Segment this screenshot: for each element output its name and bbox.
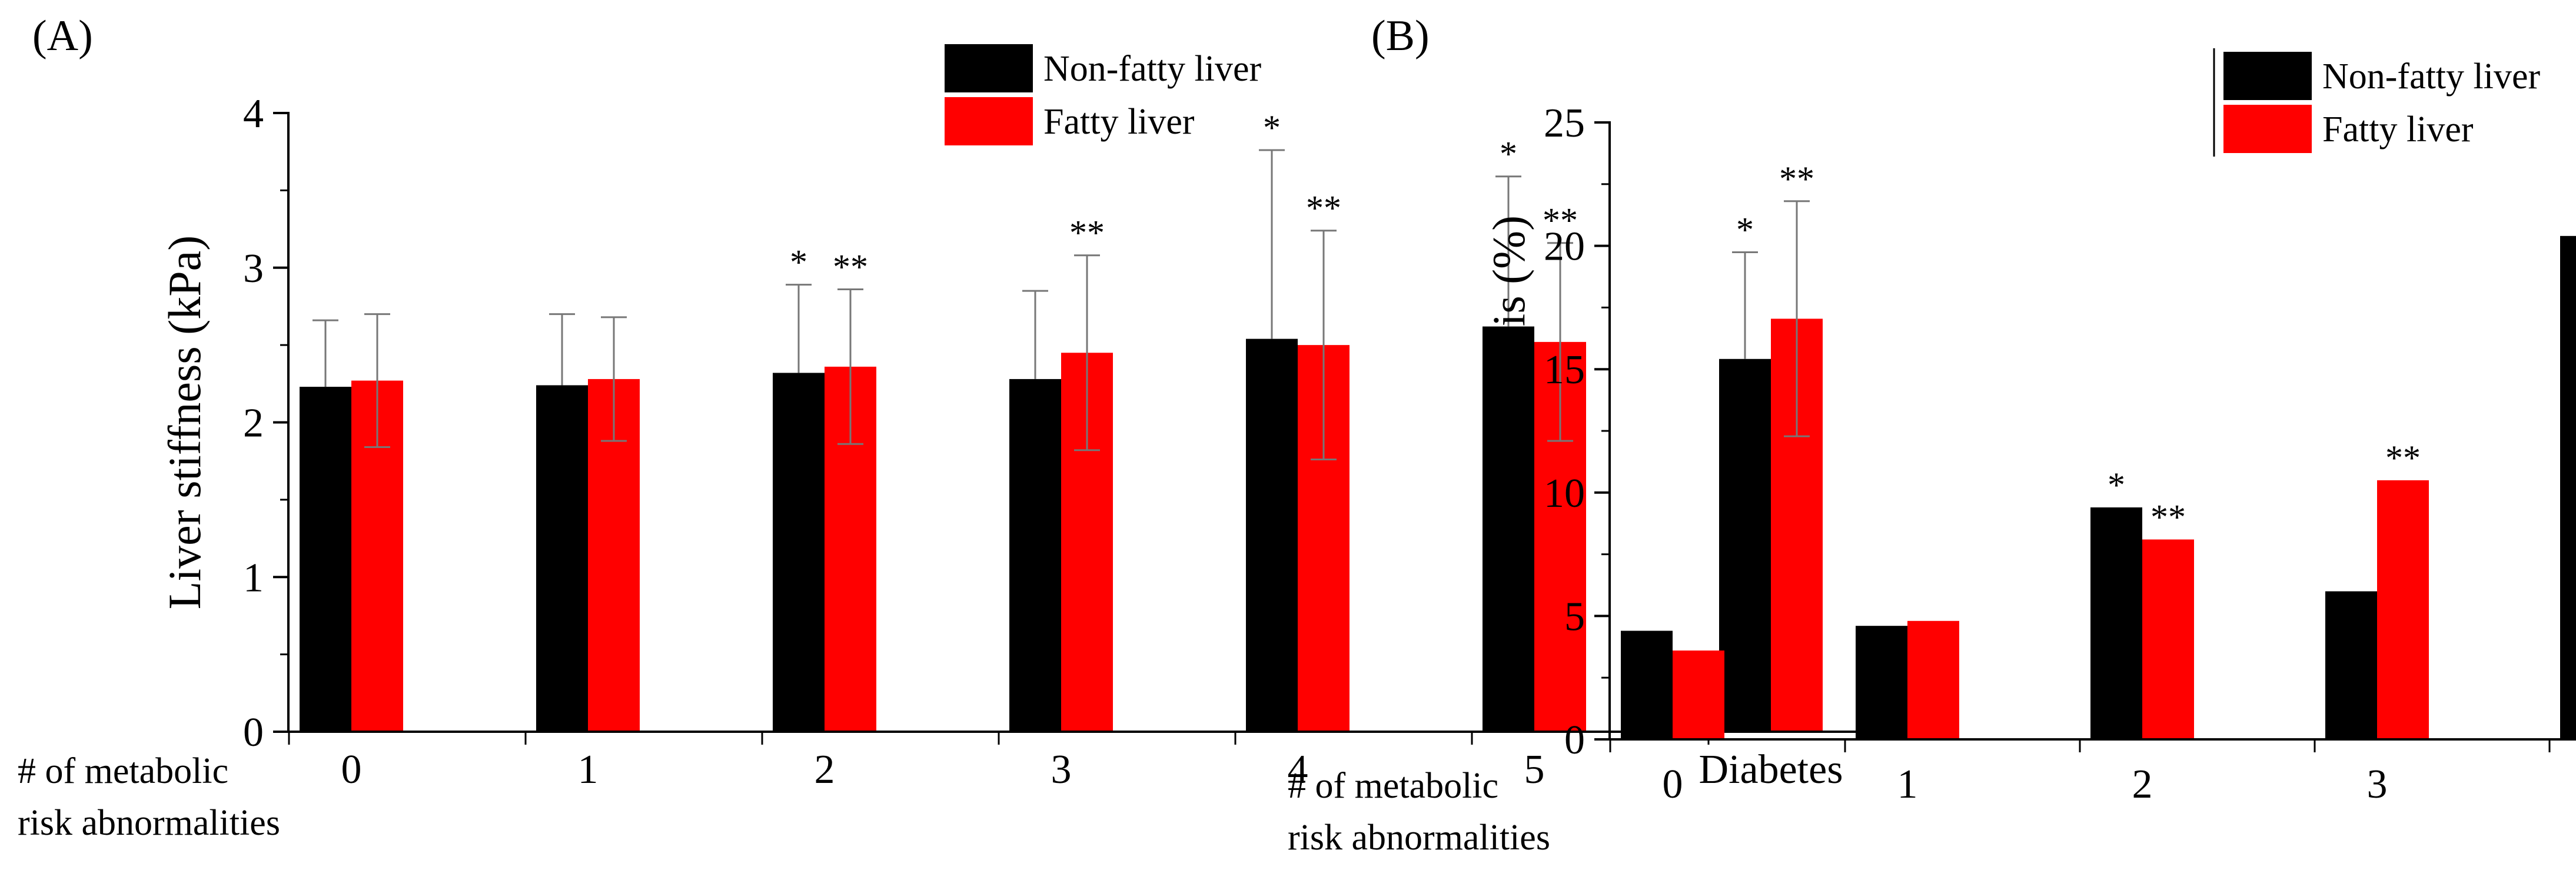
y-tick-label-1: 1 [243,555,264,600]
significance-marker-fatty-2: ** [833,248,868,287]
y-tick-label-2: 10 [1544,471,1585,516]
y-tick-label-4: 4 [243,91,264,137]
y-tick-label-0: 0 [1564,718,1585,763]
x-category-label-5: 5 [1524,747,1545,792]
bar-fatty-0 [1673,650,1724,739]
significance-marker-fatty-5: ** [1543,201,1578,240]
y-tick-label-2: 2 [243,401,264,446]
x-category-label-3: 3 [2367,762,2388,807]
significance-marker-fatty-2: ** [2150,497,2186,536]
y-tick-label-1: 5 [1564,594,1585,639]
x-category-label-2: 2 [815,747,835,792]
legend-label-fatty: Fatty liver [1043,102,1195,142]
x-category-label-4: 4 [1288,747,1308,792]
legend-swatch-non-fatty [945,44,1033,92]
legend-swatch-fatty [2223,105,2312,153]
bar-non-fatty-6 [1719,358,1771,732]
significance-marker-non-fatty-2: * [790,243,807,282]
bar-non-fatty-3 [1009,379,1061,732]
bar-non-fatty-2 [773,373,825,732]
y-axis-title: Liver stiffness (kPa) [159,235,210,609]
significance-marker-non-fatty-4: * [1263,108,1281,147]
x-category-label-0: 0 [341,747,362,792]
significance-marker-non-fatty-6: * [1736,210,1754,249]
x-category-label-1: 1 [1897,762,1918,807]
significance-marker-non-fatty-2: * [2108,466,2125,504]
bar-non-fatty-3 [2325,591,2377,739]
y-axis-title: Significant fibrosis (%) [1483,215,1534,646]
bar-fatty-1 [1907,620,1959,739]
legend-label-fatty: Fatty liver [2322,109,2474,150]
legend-swatch-non-fatty [2223,52,2312,100]
legend-swatch-fatty [945,97,1033,145]
significance-marker-fatty-3: ** [2385,439,2421,477]
x-category-label-0: 0 [1663,762,1683,807]
x-category-label-3: 3 [1051,747,1072,792]
x-category-label-1: 1 [578,747,599,792]
significance-marker-fatty-6: ** [1779,160,1814,198]
y-tick-label-4: 20 [1544,224,1585,270]
bar-non-fatty-5 [1483,326,1534,732]
panel-label: (A) [32,12,93,60]
bar-non-fatty-1 [1856,626,1907,739]
bar-fatty-2 [2142,539,2194,739]
y-tick-label-3: 15 [1544,347,1585,393]
bar-non-fatty-0 [300,387,351,732]
y-tick-label-5: 25 [1544,101,1585,146]
x-axis-note-line-2: risk abnormalities [18,803,280,843]
bar-non-fatty-0 [1621,630,1673,739]
legend-label-non-fatty: Non-fatty liver [2322,57,2541,97]
x-category-label-2: 2 [2132,762,2153,807]
significance-marker-fatty-4: ** [1306,189,1341,228]
x-category-label-6: Diabetes [1699,747,1843,792]
x-axis-note-line-1: # of metabolic [1288,766,1498,806]
bar-non-fatty-4 [1246,338,1298,732]
bar-non-fatty-2 [2090,507,2142,739]
significance-marker-fatty-3: ** [1069,214,1105,253]
panel-label: (B) [1371,12,1430,60]
legend-label-non-fatty: Non-fatty liver [1043,49,1262,89]
significance-marker-non-fatty-5: * [1500,135,1517,174]
bar-non-fatty-1 [536,385,588,732]
x-axis-note-line-1: # of metabolic [18,751,228,791]
bar-fatty-3 [2377,480,2429,739]
x-axis-note-line-2: risk abnormalities [1288,818,1550,858]
y-tick-label-3: 3 [243,246,264,291]
bar-non-fatty-4 [2560,235,2576,739]
y-tick-label-0: 0 [243,710,264,755]
